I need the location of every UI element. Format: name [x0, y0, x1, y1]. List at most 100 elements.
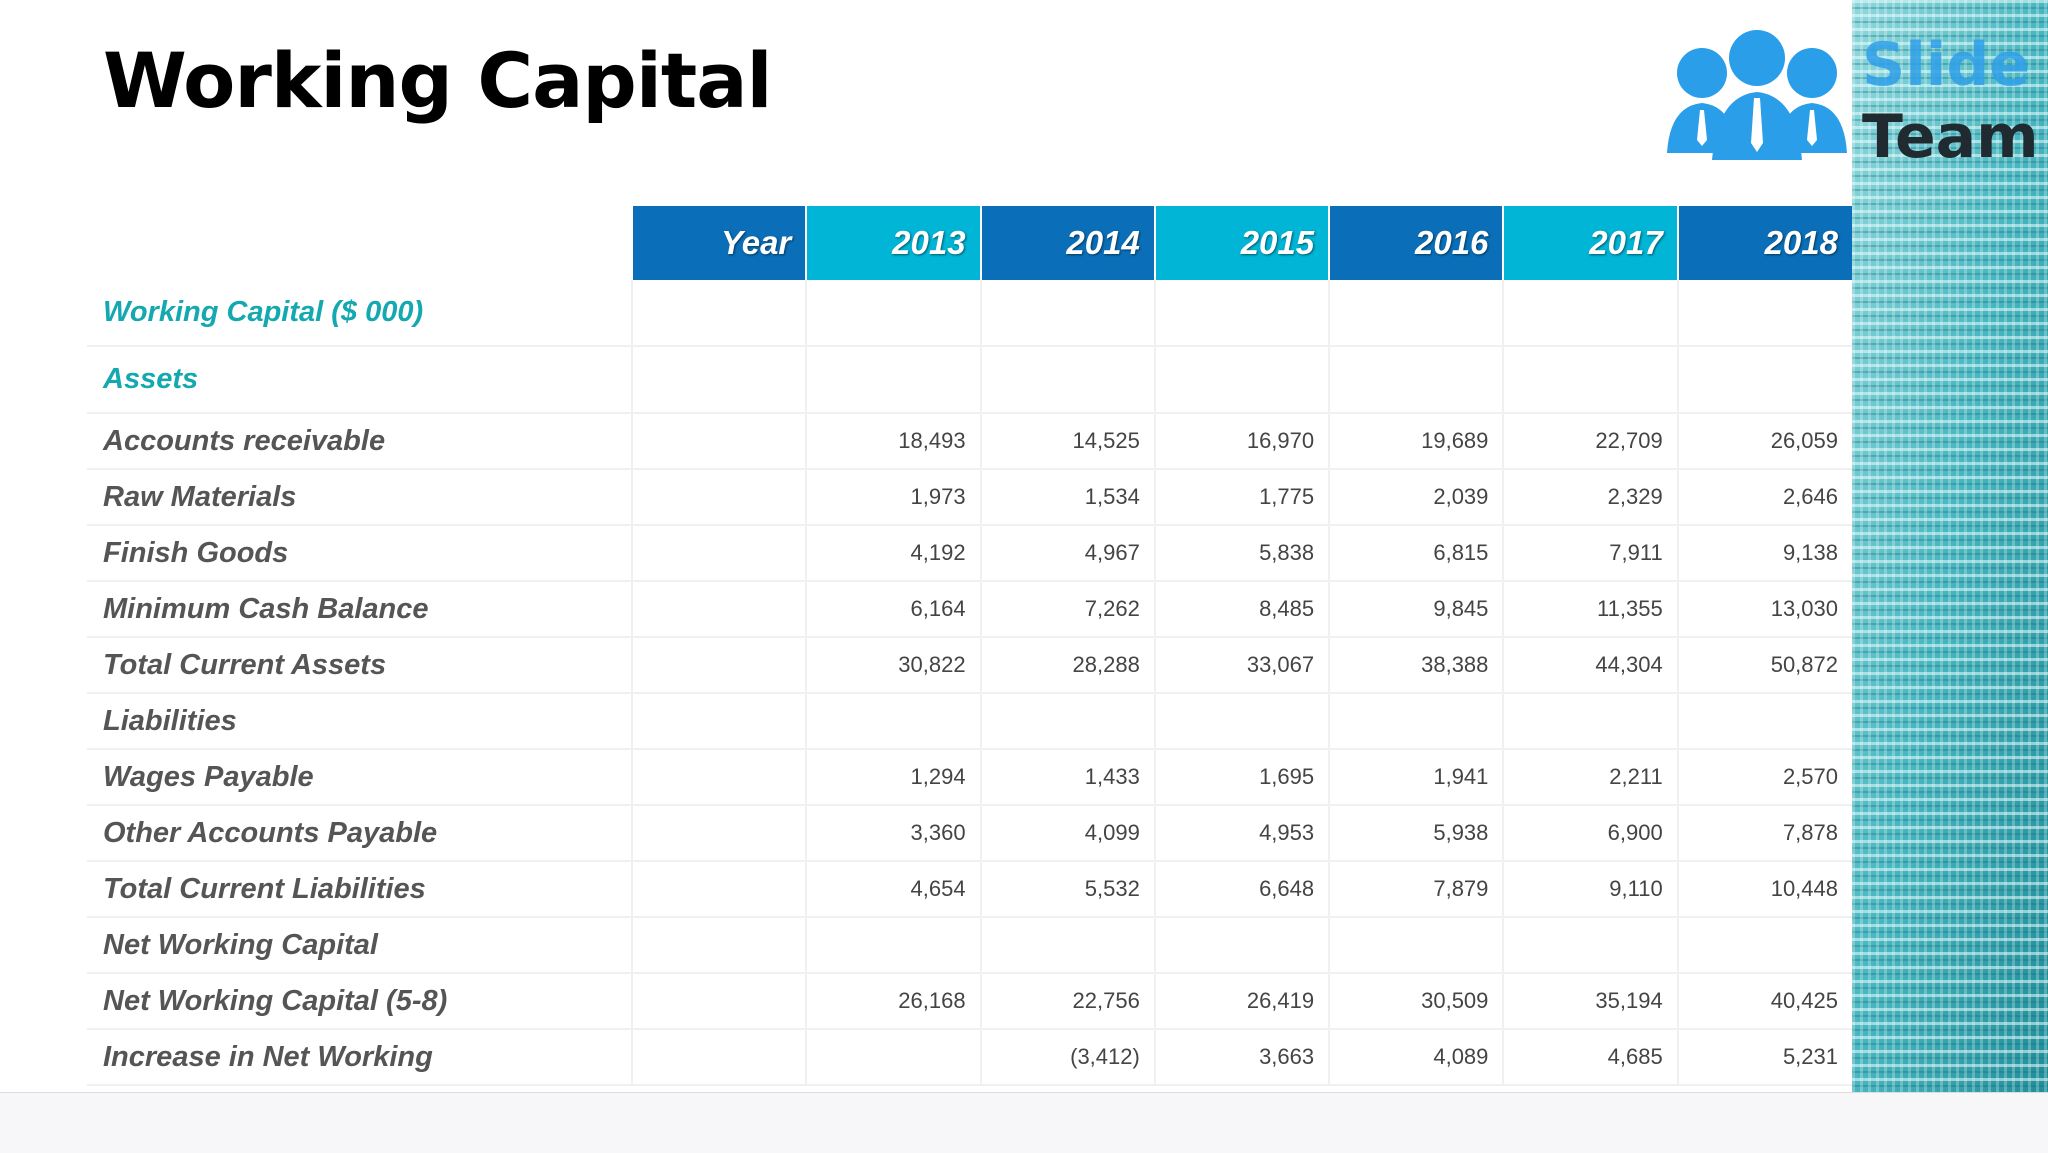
table-row: Net Working Capital [87, 917, 1852, 974]
title: Working Capital [103, 36, 773, 125]
value-cell [1502, 346, 1678, 414]
coin-image [1852, 0, 2048, 1092]
table-row: Wages Payable 1,294 1,433 1,695 1,941 2,211 2,… [87, 749, 1852, 806]
table-row: Assets [87, 346, 1852, 414]
value-cell: 1,534 [979, 469, 1155, 526]
year-cell [630, 413, 807, 470]
year-cell [630, 280, 807, 347]
table-row: Other Accounts Payable 3,360 4,099 4,953 5,9… [87, 805, 1852, 862]
value-cell: 50,872 [1676, 637, 1852, 694]
value-cell: 5,938 [1328, 805, 1504, 862]
value-cell: 26,059 [1676, 413, 1852, 470]
value-cell: 2,211 [1502, 749, 1678, 806]
year-cell [630, 693, 807, 750]
value-cell: 4,089 [1328, 1029, 1504, 1086]
value-cell: 6,815 [1328, 525, 1504, 582]
value-cell: 4,099 [979, 805, 1155, 862]
value-cell: 9,845 [1328, 581, 1504, 638]
value-cell: 1,941 [1328, 749, 1504, 806]
value-cell: 4,192 [805, 525, 981, 582]
year-cell [630, 861, 807, 918]
value-cell: 2,039 [1328, 469, 1504, 526]
value-cell: 28,288 [979, 637, 1155, 694]
table-row: Increase in Net Working (3,412) 3,663 4,089… [87, 1029, 1852, 1086]
value-cell: (3,412) [979, 1029, 1155, 1086]
value-cell: 38,388 [1328, 637, 1504, 694]
value-cell [805, 280, 981, 347]
value-cell [1676, 346, 1852, 414]
year-cell [630, 525, 807, 582]
value-cell: 7,911 [1502, 525, 1678, 582]
value-cell: 13,030 [1676, 581, 1852, 638]
value-cell: 5,838 [1153, 525, 1330, 582]
header-cell: 2015 [1153, 206, 1330, 280]
value-cell [1502, 917, 1678, 974]
value-cell [805, 917, 981, 974]
value-cell: 5,532 [979, 861, 1155, 918]
year-cell [630, 805, 807, 862]
value-cell: 9,110 [1502, 861, 1678, 918]
value-cell [979, 693, 1155, 750]
value-cell: 30,509 [1328, 973, 1504, 1030]
row-label: Working Capital ($ 000) [87, 280, 632, 347]
value-cell [1328, 346, 1504, 414]
year-cell [630, 469, 807, 526]
value-cell: 3,663 [1153, 1029, 1330, 1086]
value-cell: 22,756 [979, 973, 1155, 1030]
table-row: Accounts receivable 18,493 14,525 16,970 19,… [87, 413, 1852, 470]
value-cell [979, 917, 1155, 974]
value-cell: 1,695 [1153, 749, 1330, 806]
value-cell: 4,685 [1502, 1029, 1678, 1086]
value-cell: 35,194 [1502, 973, 1678, 1030]
year-cell [630, 346, 807, 414]
year-cell [630, 581, 807, 638]
year-cell [630, 917, 807, 974]
table-row: Total Current Assets 30,822 28,288 33,067 38… [87, 637, 1852, 694]
row-label: Liabilities [87, 693, 632, 750]
value-cell: 4,953 [1153, 805, 1330, 862]
value-cell [979, 346, 1155, 414]
value-cell: 30,822 [805, 637, 981, 694]
value-cell: 3,360 [805, 805, 981, 862]
value-cell: 18,493 [805, 413, 981, 470]
value-cell: 40,425 [1676, 973, 1852, 1030]
header-cell: 2016 [1328, 206, 1504, 280]
logo-text: Team [1862, 102, 2039, 172]
value-cell: 1,973 [805, 469, 981, 526]
table-body: Working Capital ($ 000) Assets Accounts re… [87, 280, 1852, 1086]
value-cell: 4,967 [979, 525, 1155, 582]
value-cell: 1,775 [1153, 469, 1330, 526]
value-cell: 1,294 [805, 749, 981, 806]
table-row: Net Working Capital (5-8) 26,168 22,756 26,… [87, 973, 1852, 1030]
row-label: Increase in Net Working [87, 1029, 632, 1086]
value-cell: 6,900 [1502, 805, 1678, 862]
value-cell: 7,878 [1676, 805, 1852, 862]
working-capital-table: Year 2013 2014 2015 2016 2017 2018 Working Cap… [87, 206, 1852, 1086]
value-cell: 5,231 [1676, 1029, 1852, 1086]
table-row: Working Capital ($ 000) [87, 280, 1852, 347]
value-cell: 1,433 [979, 749, 1155, 806]
header-blank [87, 206, 632, 280]
value-cell [1328, 280, 1504, 347]
footer-band [0, 1092, 2048, 1153]
value-cell: 44,304 [1502, 637, 1678, 694]
value-cell: 7,262 [979, 581, 1155, 638]
header-cell: Year [630, 206, 807, 280]
row-label: Accounts receivable [87, 413, 632, 470]
value-cell: 9,138 [1676, 525, 1852, 582]
value-cell [805, 346, 981, 414]
value-cell: 6,164 [805, 581, 981, 638]
table-row: Finish Goods 4,192 4,967 5,838 6,815 7,911 9,1… [87, 525, 1852, 582]
row-label: Net Working Capital (5-8) [87, 973, 632, 1030]
value-cell: 14,525 [979, 413, 1155, 470]
year-cell [630, 637, 807, 694]
row-label: Total Current Assets [87, 637, 632, 694]
value-cell [1676, 693, 1852, 750]
row-label: Other Accounts Payable [87, 805, 632, 862]
value-cell [1502, 693, 1678, 750]
value-cell: 8,485 [1153, 581, 1330, 638]
value-cell [979, 280, 1155, 347]
row-label: Net Working Capital [87, 917, 632, 974]
value-cell: 2,570 [1676, 749, 1852, 806]
